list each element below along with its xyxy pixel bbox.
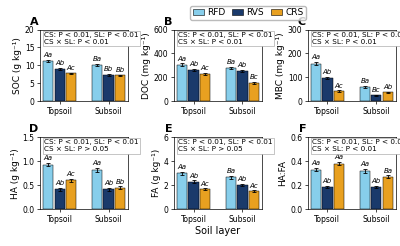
Text: A: A: [30, 17, 38, 27]
Text: Ab: Ab: [238, 62, 247, 68]
Text: Aa: Aa: [360, 161, 369, 167]
Text: C: C: [298, 17, 306, 27]
Text: Ba: Ba: [226, 168, 236, 174]
Text: Bc: Bc: [250, 74, 258, 80]
Bar: [311, 63, 321, 101]
Bar: [54, 69, 65, 101]
Text: Bb: Bb: [116, 179, 125, 184]
Bar: [188, 70, 198, 101]
Text: Ac: Ac: [201, 65, 209, 71]
Text: Ab: Ab: [189, 173, 198, 179]
Text: Ba: Ba: [92, 56, 102, 62]
Text: Ab: Ab: [238, 176, 247, 182]
Bar: [66, 73, 76, 101]
Bar: [54, 189, 65, 209]
Legend: RFD, RVS, CRS: RFD, RVS, CRS: [190, 6, 306, 20]
Text: Ba: Ba: [226, 59, 236, 65]
Text: Aa: Aa: [312, 160, 320, 166]
Text: Ab: Ab: [55, 181, 64, 186]
Text: Ac: Ac: [201, 181, 209, 187]
Text: D: D: [29, 124, 38, 134]
Bar: [334, 164, 344, 209]
Text: CS: P < 0.01, SL: P < 0.01
CS × SL: P < 0.01: CS: P < 0.01, SL: P < 0.01 CS × SL: P < …: [312, 32, 400, 45]
Text: Bb: Bb: [116, 67, 125, 73]
Bar: [360, 171, 370, 209]
Text: CS: P < 0.01, SL: P < 0.01
CS × SL: P < 0.01: CS: P < 0.01, SL: P < 0.01 CS × SL: P < …: [178, 32, 273, 45]
Bar: [311, 169, 321, 209]
Bar: [322, 78, 332, 101]
Bar: [322, 187, 332, 209]
Text: Aa: Aa: [178, 164, 186, 170]
Bar: [115, 76, 125, 101]
Text: Aa: Aa: [44, 155, 52, 161]
Bar: [43, 165, 53, 209]
Bar: [360, 87, 370, 101]
Text: CS: P < 0.01, SL: P < 0.01
CS × SL: P < 0.01: CS: P < 0.01, SL: P < 0.01 CS × SL: P < …: [312, 139, 400, 153]
Text: F: F: [299, 124, 306, 134]
Text: Ab: Ab: [323, 178, 332, 184]
Text: Aa: Aa: [44, 52, 52, 58]
Text: Aa: Aa: [178, 56, 186, 62]
Bar: [104, 189, 114, 209]
Bar: [92, 170, 102, 209]
Y-axis label: HA:FA: HA:FA: [278, 160, 288, 186]
Bar: [200, 74, 210, 101]
X-axis label: Soil layer: Soil layer: [196, 226, 240, 236]
Bar: [92, 65, 102, 101]
Text: Ab: Ab: [372, 178, 381, 184]
Bar: [238, 184, 248, 209]
Text: E: E: [164, 124, 172, 134]
Bar: [371, 187, 382, 209]
Text: Aa: Aa: [334, 154, 344, 160]
Bar: [383, 92, 393, 101]
Y-axis label: SOC (g kg⁻¹): SOC (g kg⁻¹): [13, 37, 22, 94]
Bar: [115, 187, 125, 209]
Bar: [371, 95, 382, 101]
Y-axis label: HA (g kg⁻¹): HA (g kg⁻¹): [10, 148, 20, 199]
Text: Ac: Ac: [250, 183, 258, 188]
Text: Ab: Ab: [189, 61, 198, 67]
Bar: [177, 65, 187, 101]
Bar: [66, 180, 76, 209]
Bar: [188, 182, 198, 209]
Text: Ba: Ba: [360, 78, 369, 84]
Bar: [200, 189, 210, 209]
Text: Ac: Ac: [67, 171, 76, 177]
Text: CS: P < 0.01, SL: P < 0.01
CS × SL: P < 0.01: CS: P < 0.01, SL: P < 0.01 CS × SL: P < …: [44, 32, 139, 45]
Text: Ac: Ac: [67, 65, 76, 71]
Text: Ab: Ab: [55, 60, 64, 66]
Text: Bc: Bc: [372, 87, 381, 93]
Y-axis label: DOC (mg kg⁻¹): DOC (mg kg⁻¹): [142, 32, 151, 99]
Text: CS: P < 0.01, SL: P < 0.01
CS × SL: P > 0.05: CS: P < 0.01, SL: P < 0.01 CS × SL: P > …: [44, 139, 139, 153]
Y-axis label: FA (g kg⁻¹): FA (g kg⁻¹): [152, 149, 161, 197]
Text: Ba: Ba: [384, 168, 392, 173]
Bar: [226, 177, 236, 209]
Text: Ac: Ac: [335, 83, 343, 89]
Bar: [383, 177, 393, 209]
Bar: [104, 75, 114, 101]
Y-axis label: MBC (mg kg⁻¹): MBC (mg kg⁻¹): [276, 32, 285, 99]
Text: Aa: Aa: [92, 160, 102, 166]
Bar: [226, 68, 236, 101]
Text: Aa: Aa: [312, 54, 320, 60]
Text: Bb: Bb: [104, 66, 113, 72]
Text: B: B: [164, 17, 172, 27]
Text: Ab: Ab: [104, 181, 113, 186]
Bar: [334, 91, 344, 101]
Bar: [249, 191, 259, 209]
Text: CS: P < 0.01, SL: P < 0.01
CS × SL: P > 0.05: CS: P < 0.01, SL: P < 0.01 CS × SL: P > …: [178, 139, 273, 153]
Bar: [249, 83, 259, 101]
Text: Ab: Ab: [323, 69, 332, 75]
Bar: [177, 173, 187, 209]
Bar: [43, 61, 53, 101]
Bar: [238, 71, 248, 101]
Text: Ab: Ab: [383, 84, 392, 90]
